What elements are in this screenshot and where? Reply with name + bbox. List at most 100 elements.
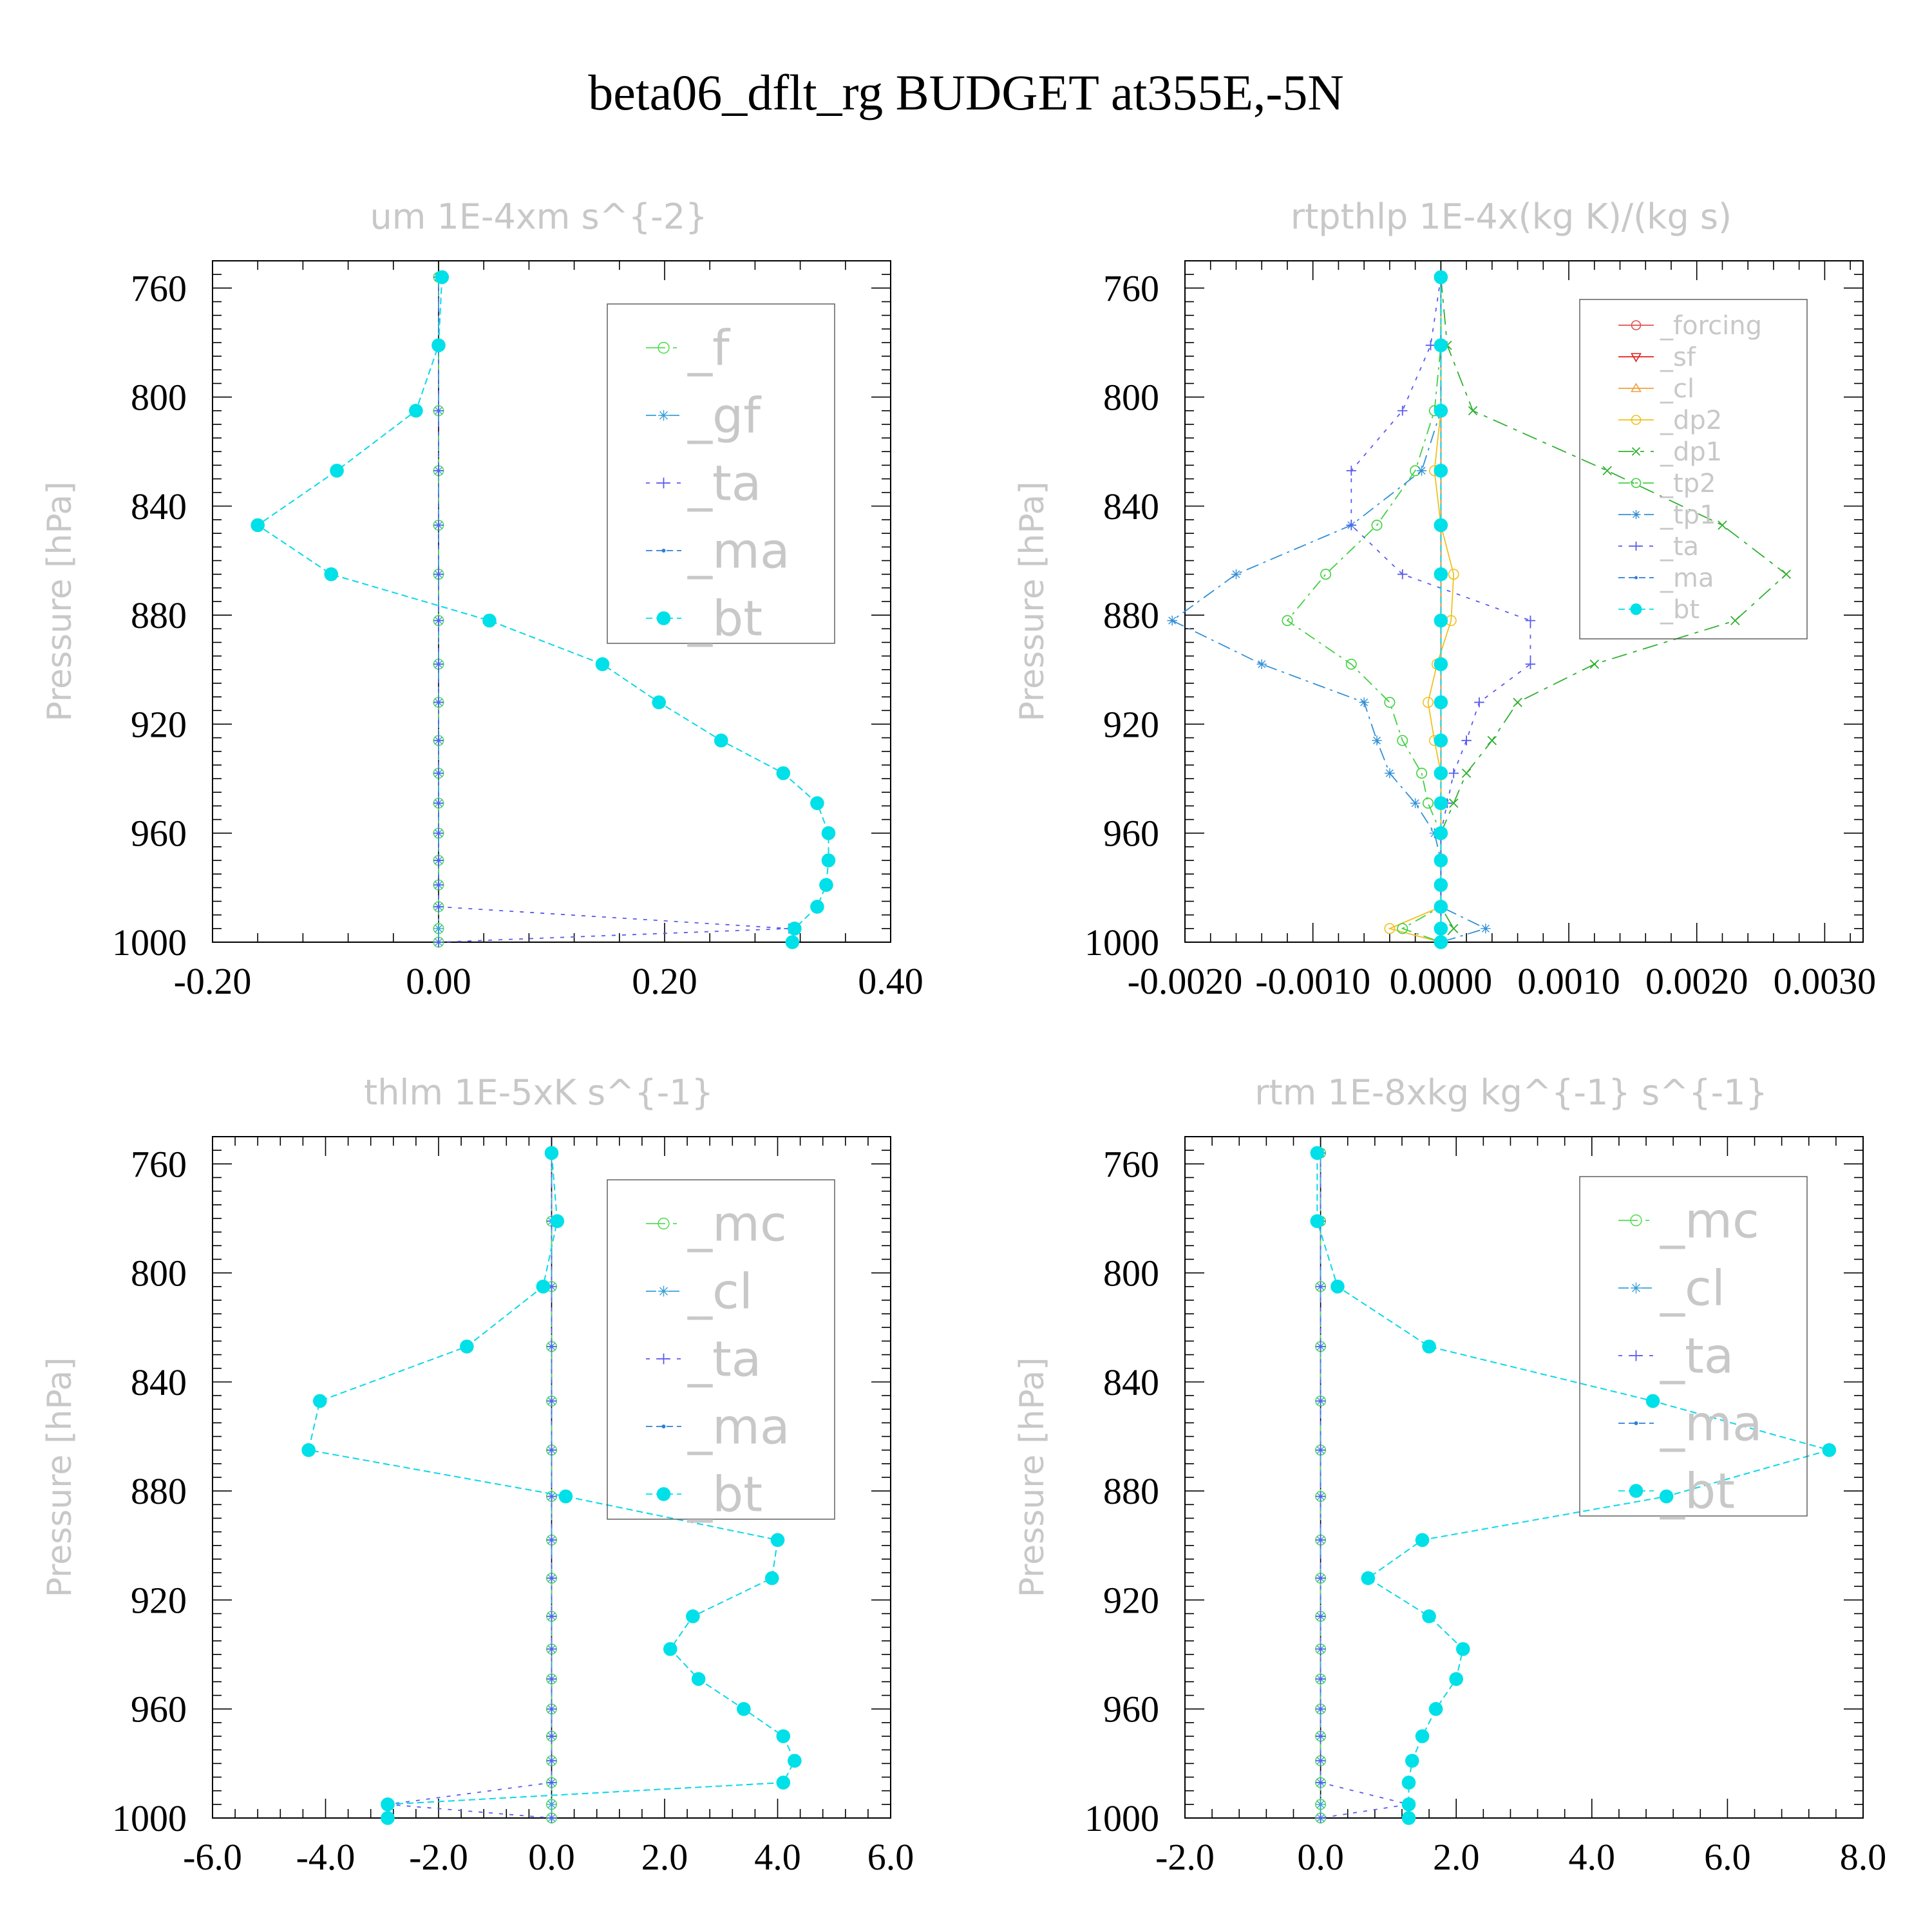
- data-point: [788, 922, 802, 936]
- data-point: [433, 569, 444, 580]
- legend-label: _cl: [687, 1263, 753, 1320]
- x-tick-label: 0.0: [1297, 1836, 1344, 1878]
- legend-label: _ma: [1660, 564, 1714, 593]
- data-point: [819, 878, 833, 892]
- data-point: [1359, 697, 1369, 708]
- data-point: [737, 1701, 751, 1716]
- series-bt: [301, 1146, 802, 1825]
- data-point: [433, 828, 444, 838]
- data-point: [663, 1642, 677, 1656]
- y-tick-label: 880: [131, 1470, 187, 1512]
- data-point: [482, 613, 497, 628]
- data-point: [1645, 1394, 1660, 1408]
- data-point: [1361, 1571, 1376, 1586]
- x-tick-label: 8.0: [1840, 1836, 1887, 1878]
- data-point: [1434, 613, 1448, 628]
- data-point: [330, 464, 344, 478]
- data-point: [1525, 615, 1536, 626]
- data-point: [1315, 1756, 1326, 1766]
- data-point: [1448, 569, 1459, 580]
- legend-label: _mc: [687, 1195, 787, 1253]
- legend: _mc _cl _ta _ma _bt: [1579, 1176, 1808, 1520]
- data-point: [1602, 466, 1612, 476]
- data-point: [546, 1573, 557, 1584]
- data-point: [546, 1491, 557, 1502]
- x-tick-label: 0.0: [528, 1836, 575, 1878]
- y-tick-label: 920: [131, 703, 187, 745]
- data-point: [1659, 1489, 1674, 1504]
- legend-marker: [1634, 1421, 1638, 1425]
- series-line: [1286, 277, 1442, 943]
- data-point: [1315, 1813, 1326, 1823]
- data-point: [652, 695, 667, 710]
- data-point: [1822, 1443, 1837, 1457]
- data-point: [1434, 766, 1448, 781]
- x-tick-label: 0.20: [632, 960, 697, 1002]
- data-point: [433, 902, 444, 912]
- x-tick-label: -0.0020: [1128, 960, 1243, 1002]
- legend-label: _bt: [1660, 595, 1700, 625]
- data-point: [1422, 797, 1434, 809]
- legend-marker: [1631, 1350, 1642, 1361]
- y-axis-label: Pressure [hPa]: [1013, 1358, 1052, 1598]
- data-point: [1525, 659, 1536, 670]
- panel-title: rtm 1E-8xkg kg^{-1} s^{-1}: [1255, 1072, 1768, 1113]
- y-tick-label: 920: [1103, 703, 1159, 745]
- data-point: [433, 406, 444, 416]
- legend-box: [1579, 299, 1808, 639]
- data-point: [1461, 735, 1472, 746]
- y-tick-label: 840: [1103, 1361, 1159, 1403]
- data-point: [1331, 1279, 1345, 1294]
- data-point: [1315, 1731, 1326, 1741]
- data-point: [810, 796, 824, 810]
- data-point: [435, 270, 450, 285]
- data-point: [1434, 567, 1448, 582]
- data-point: [1315, 1704, 1326, 1714]
- x-tick-label: 0.0020: [1645, 960, 1748, 1002]
- panel-title: um 1E-4xm s^{-2}: [370, 196, 708, 237]
- legend-label: _tp2: [1660, 469, 1716, 498]
- data-point: [433, 659, 444, 670]
- legend: _mc _cl _ta _ma _bt: [607, 1179, 835, 1523]
- data-point: [1434, 935, 1448, 949]
- y-tick-label: 920: [131, 1579, 187, 1621]
- data-point: [1730, 616, 1740, 625]
- x-tick-label: 4.0: [754, 1836, 801, 1878]
- legend-label: _ta: [687, 455, 761, 512]
- data-point: [1315, 1643, 1326, 1654]
- data-point: [251, 518, 265, 533]
- x-tick-label: -0.0010: [1255, 960, 1370, 1002]
- data-point: [1415, 1729, 1430, 1743]
- data-point: [776, 766, 791, 781]
- legend-marker: [658, 341, 670, 354]
- data-point: [460, 1340, 474, 1354]
- data-point: [1385, 768, 1395, 779]
- data-point: [810, 900, 824, 914]
- data-point: [1310, 1214, 1325, 1228]
- data-point: [1448, 923, 1459, 934]
- y-axis-label: Pressure [hPa]: [41, 1358, 79, 1598]
- legend: _f _gf _ta _ma _bt: [607, 303, 835, 647]
- data-point: [1401, 1797, 1416, 1812]
- y-tick-label: 1000: [112, 1797, 187, 1839]
- data-point: [546, 1444, 557, 1455]
- series-line: [1320, 1153, 1409, 1819]
- legend-marker: [1631, 1282, 1642, 1294]
- x-tick-label: -2.0: [409, 1836, 468, 1878]
- legend-label: _dp1: [1660, 437, 1722, 467]
- data-point: [546, 1813, 557, 1823]
- legend-marker: [658, 410, 669, 421]
- panel-3: thlm 1E-5xK s^{-1} Pressure [hPa] 760 800 84…: [41, 1072, 914, 1878]
- legend-marker: [1631, 415, 1642, 425]
- data-point: [1282, 615, 1293, 627]
- panels-container: um 1E-4xm s^{-2} Pressure [hPa] 760 800 840 8…: [41, 196, 1886, 1878]
- x-tick-label: 0.0010: [1517, 960, 1620, 1002]
- data-point: [546, 1535, 557, 1546]
- data-point: [433, 735, 444, 746]
- y-tick-label: 760: [131, 267, 187, 309]
- data-point: [1434, 878, 1448, 892]
- data-point: [546, 1704, 557, 1714]
- data-point: [1345, 658, 1357, 670]
- data-point: [546, 1756, 557, 1766]
- y-tick-label: 800: [1103, 377, 1159, 419]
